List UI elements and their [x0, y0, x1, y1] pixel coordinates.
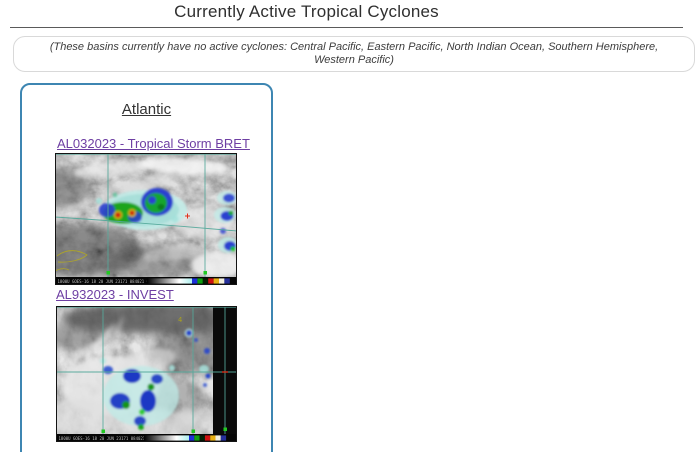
no-active-basins-notice-text: (These basins currently have no active c…	[49, 41, 659, 66]
grid-markers-invest: 4	[101, 316, 228, 433]
image-caption-invest: 1800U GOES-16 18 20 JUN 23171 084021 084…	[59, 436, 190, 441]
grid-markers-bret	[106, 213, 207, 275]
basin-heading: Atlantic	[121, 101, 172, 118]
convection-overlay-invest	[100, 328, 211, 430]
storm-link-al932023-invest[interactable]: AL932023 - INVEST	[56, 287, 174, 302]
satellite-image-al032023-bret[interactable]: 1800U GOES-16 18 20 JUN 23171 084021 084…	[55, 153, 237, 285]
image-border-bret	[55, 153, 237, 285]
ir-colorbar-bret	[147, 278, 230, 284]
image-caption-bret: 1800U GOES-16 18 20 JUN 23171 084021 084…	[58, 279, 189, 284]
satellite-image-al932023-invest[interactable]: 4 1800U GOES-16 18 20 JUN 23171 084021 0…	[56, 306, 237, 442]
image-status-bar-invest: 1800U GOES-16 18 20 JUN 23171 084021 084…	[56, 434, 237, 442]
image-status-bar-bret: 1800U GOES-16 18 20 JUN 23171 084021 084…	[55, 277, 237, 285]
convection-overlay-bret	[96, 188, 237, 253]
grid-label-invest: 4	[178, 316, 182, 324]
image-border-invest	[56, 306, 237, 442]
satellite-image-bret-svg: 1800U GOES-16 18 20 JUN 23171 084021 084…	[55, 153, 237, 285]
coastline-overlay-bret	[55, 250, 88, 272]
no-active-basins-notice: (These basins currently have no active c…	[13, 36, 695, 72]
ir-colorbar-invest	[144, 435, 227, 441]
header-divider	[10, 27, 683, 28]
satellite-image-invest-svg: 4 1800U GOES-16 18 20 JUN 23171 084021 0…	[56, 306, 237, 442]
page-title: Currently Active Tropical Cyclones	[174, 2, 439, 21]
lat-lon-grid-invest	[56, 306, 237, 434]
storm-link-al032023-bret[interactable]: AL032023 - Tropical Storm BRET	[57, 136, 250, 151]
lat-lon-grid-bret	[55, 153, 237, 277]
